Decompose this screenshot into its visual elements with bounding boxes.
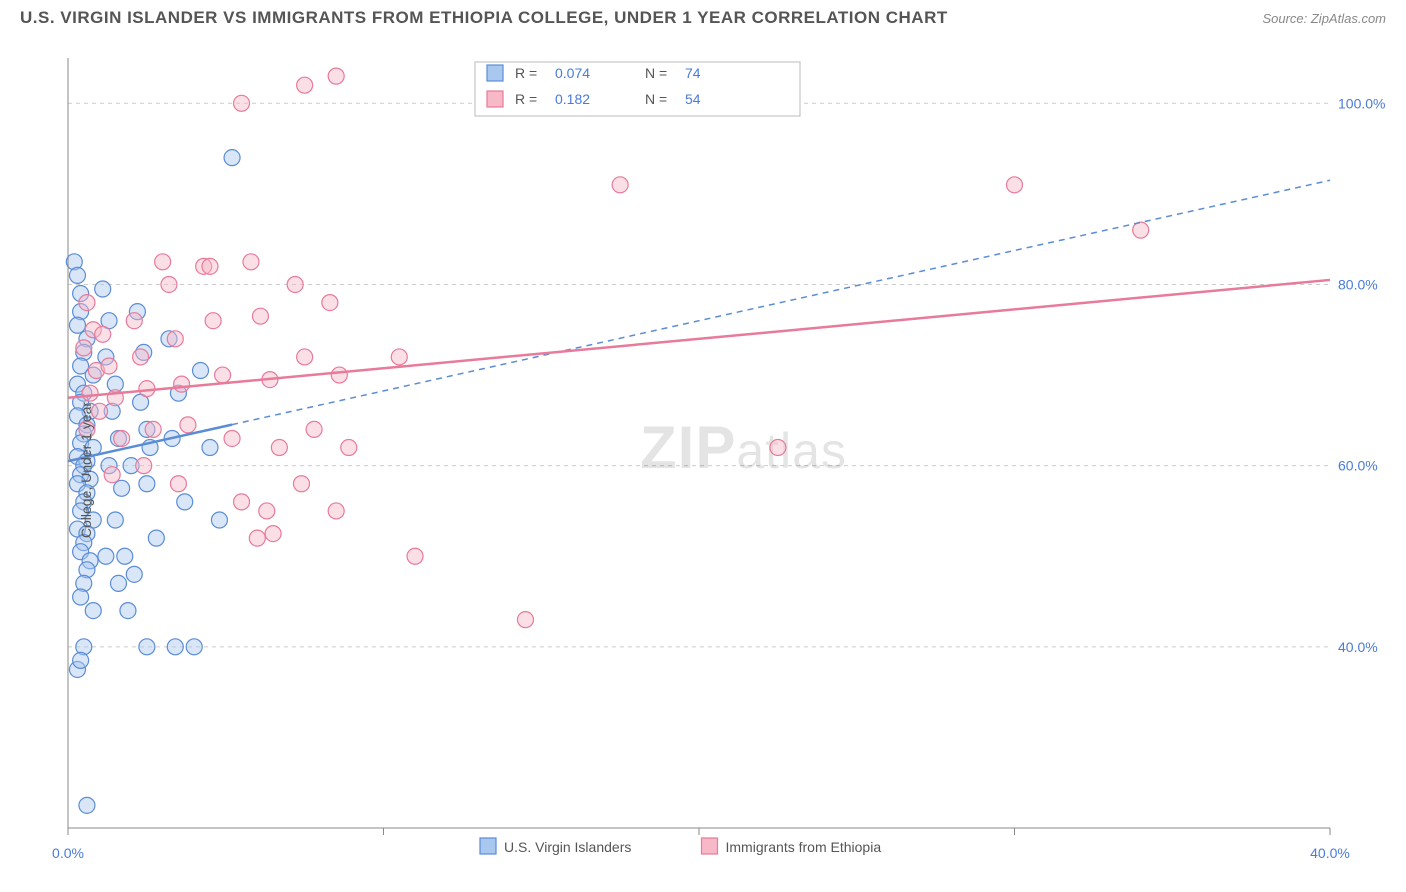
- legend-swatch: [702, 838, 718, 854]
- data-point: [234, 95, 250, 111]
- legend-n-value: 54: [685, 91, 701, 107]
- data-point: [145, 421, 161, 437]
- data-point: [271, 440, 287, 456]
- data-point: [136, 458, 152, 474]
- y-tick-label: 40.0%: [1338, 639, 1378, 655]
- data-point: [73, 589, 89, 605]
- data-point: [293, 476, 309, 492]
- data-point: [110, 575, 126, 591]
- data-point: [517, 612, 533, 628]
- data-point: [205, 313, 221, 329]
- trend-line-extrapolated: [232, 180, 1330, 424]
- data-point: [82, 385, 98, 401]
- data-point: [407, 548, 423, 564]
- data-point: [120, 603, 136, 619]
- data-point: [186, 639, 202, 655]
- data-point: [73, 652, 89, 668]
- source-label: Source: ZipAtlas.com: [1262, 11, 1386, 26]
- y-tick-label: 60.0%: [1338, 458, 1378, 474]
- data-point: [306, 421, 322, 437]
- x-tick-label: 0.0%: [52, 845, 84, 861]
- header: U.S. VIRGIN ISLANDER VS IMMIGRANTS FROM …: [0, 0, 1406, 40]
- data-point: [202, 258, 218, 274]
- legend-r-label: R =: [515, 91, 537, 107]
- data-point: [252, 308, 268, 324]
- data-point: [770, 440, 786, 456]
- data-point: [243, 254, 259, 270]
- data-point: [114, 480, 130, 496]
- data-point: [391, 349, 407, 365]
- data-point: [224, 150, 240, 166]
- legend-n-label: N =: [645, 91, 667, 107]
- data-point: [126, 313, 142, 329]
- data-point: [341, 440, 357, 456]
- chart-title: U.S. VIRGIN ISLANDER VS IMMIGRANTS FROM …: [20, 8, 948, 28]
- data-point: [328, 68, 344, 84]
- data-point: [85, 603, 101, 619]
- chart-container: College, Under 1 year 40.0% 60.0% 80.0% 100…: [20, 48, 1386, 892]
- data-point: [95, 281, 111, 297]
- legend-swatch: [480, 838, 496, 854]
- data-point: [234, 494, 250, 510]
- data-point: [79, 797, 95, 813]
- data-point: [76, 340, 92, 356]
- data-point: [249, 530, 265, 546]
- data-point: [287, 276, 303, 292]
- legend-n-label: N =: [645, 65, 667, 81]
- data-point: [126, 566, 142, 582]
- data-point: [331, 367, 347, 383]
- data-point: [612, 177, 628, 193]
- data-point: [133, 349, 149, 365]
- data-point: [107, 512, 123, 528]
- data-point: [155, 254, 171, 270]
- data-point: [117, 548, 133, 564]
- data-point: [193, 363, 209, 379]
- data-point: [161, 276, 177, 292]
- data-point: [79, 295, 95, 311]
- legend-r-value: 0.182: [555, 91, 590, 107]
- y-tick-label: 100.0%: [1338, 95, 1385, 111]
- legend-swatch: [487, 65, 503, 81]
- data-point: [177, 494, 193, 510]
- legend-r-label: R =: [515, 65, 537, 81]
- data-point: [139, 476, 155, 492]
- data-point: [98, 548, 114, 564]
- data-point: [180, 417, 196, 433]
- data-point: [1133, 222, 1149, 238]
- data-point: [224, 430, 240, 446]
- scatter-chart: 40.0% 60.0% 80.0% 100.0% ZIPatlas 0.0% 40.0% R …: [20, 48, 1386, 892]
- trend-line: [68, 280, 1330, 398]
- data-point: [322, 295, 338, 311]
- data-point: [69, 317, 85, 333]
- legend-r-value: 0.074: [555, 65, 590, 81]
- legend-n-value: 74: [685, 65, 701, 81]
- data-point: [167, 331, 183, 347]
- data-point: [297, 349, 313, 365]
- watermark: ZIPatlas: [640, 414, 847, 481]
- data-point: [170, 476, 186, 492]
- data-point: [114, 430, 130, 446]
- legend-series-label: Immigrants from Ethiopia: [726, 839, 882, 855]
- data-point: [174, 376, 190, 392]
- legend-swatch: [487, 91, 503, 107]
- y-axis-label: College, Under 1 year: [78, 402, 94, 538]
- data-point: [167, 639, 183, 655]
- data-point: [69, 267, 85, 283]
- data-point: [104, 467, 120, 483]
- data-point: [259, 503, 275, 519]
- data-point: [139, 639, 155, 655]
- data-point: [265, 526, 281, 542]
- data-point: [148, 530, 164, 546]
- data-point: [328, 503, 344, 519]
- data-point: [101, 358, 117, 374]
- data-point: [211, 512, 227, 528]
- data-point: [95, 326, 111, 342]
- legend-series-label: U.S. Virgin Islanders: [504, 839, 631, 855]
- data-point: [1007, 177, 1023, 193]
- data-point: [297, 77, 313, 93]
- y-tick-label: 80.0%: [1338, 276, 1378, 292]
- data-point: [202, 440, 218, 456]
- x-tick-label: 40.0%: [1310, 845, 1350, 861]
- data-point: [215, 367, 231, 383]
